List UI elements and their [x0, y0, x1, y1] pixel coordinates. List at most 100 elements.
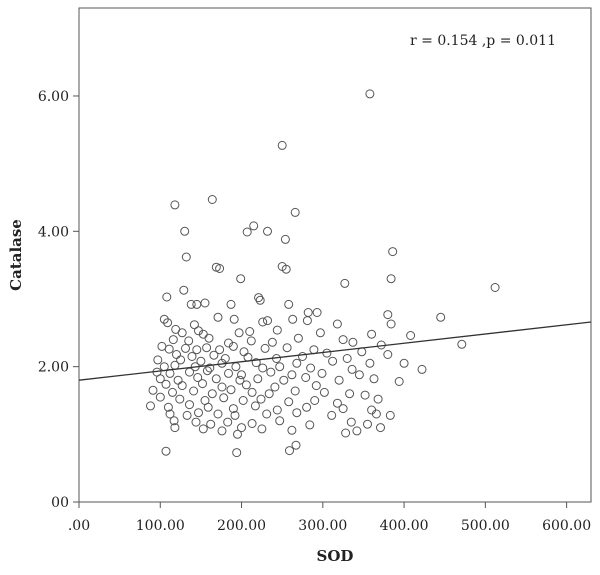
data-point — [179, 285, 189, 295]
data-point — [263, 316, 272, 326]
data-point — [162, 292, 172, 302]
data-point — [207, 389, 217, 399]
data-point — [311, 381, 321, 391]
data-point — [181, 252, 191, 262]
x-tick-label: .00 — [68, 518, 90, 534]
data-point — [263, 226, 272, 236]
data-point — [146, 401, 155, 411]
data-point — [322, 348, 332, 358]
data-point — [215, 345, 225, 355]
data-point — [256, 394, 266, 404]
data-point — [153, 355, 163, 365]
data-point — [237, 423, 246, 433]
data-point — [237, 370, 246, 380]
data-point — [345, 389, 355, 399]
data-point — [157, 341, 167, 351]
data-point — [168, 335, 178, 345]
data-point — [203, 402, 213, 412]
data-point — [292, 358, 302, 368]
data-point — [315, 328, 325, 338]
data-point — [184, 336, 194, 346]
data-point — [217, 382, 227, 392]
data-point — [266, 367, 276, 377]
data-point — [186, 299, 196, 309]
y-tick-label: 4.00 — [38, 224, 69, 240]
data-point — [260, 343, 270, 353]
data-point — [177, 328, 187, 338]
data-point — [187, 352, 197, 361]
data-point — [170, 423, 180, 433]
data-point — [200, 298, 210, 308]
data-point — [232, 448, 242, 458]
data-point — [202, 343, 212, 353]
data-point — [305, 420, 315, 430]
data-point — [354, 370, 364, 380]
data-point — [338, 335, 348, 345]
y-axis-ticks: 00 2.00 4.00 6.00 — [38, 89, 79, 511]
data-point — [226, 385, 236, 395]
data-point — [235, 375, 245, 385]
data-point — [302, 316, 312, 326]
data-point — [163, 402, 173, 412]
data-point — [223, 417, 233, 427]
data-point — [231, 362, 241, 372]
data-point — [192, 345, 202, 355]
data-point — [164, 344, 174, 354]
data-point — [340, 278, 350, 288]
data-point — [327, 410, 337, 420]
data-point — [346, 417, 356, 427]
data-point — [312, 308, 322, 317]
data-point — [161, 379, 171, 389]
data-point — [302, 402, 312, 412]
data-point — [288, 314, 298, 324]
regression-line — [78, 321, 592, 381]
data-point — [224, 338, 233, 348]
data-point — [371, 409, 381, 419]
x-tick-label: 500.00 — [461, 518, 510, 534]
data-point — [155, 374, 165, 384]
y-axis-title: Catalase — [7, 219, 25, 291]
data-point — [243, 352, 253, 362]
data-point — [338, 404, 348, 414]
data-point — [290, 386, 300, 396]
data-point — [234, 328, 244, 338]
data-point — [191, 417, 201, 427]
data-point — [209, 350, 219, 360]
data-point — [194, 326, 203, 336]
data-point — [159, 314, 169, 324]
x-tick-label: 100.00 — [136, 518, 185, 534]
data-point — [406, 331, 416, 340]
data-point — [185, 367, 194, 377]
data-point — [176, 355, 186, 365]
data-point — [436, 312, 446, 322]
y-tick-label: 2.00 — [38, 360, 69, 376]
data-point — [328, 356, 338, 366]
data-point — [365, 358, 375, 368]
x-axis-ticks: .00 100.00 200.00 300.00 400.00 500.00 600.00 — [68, 502, 591, 534]
data-point — [257, 424, 267, 434]
data-point — [241, 380, 251, 390]
data-point — [196, 356, 206, 366]
data-point — [388, 247, 398, 257]
data-point — [287, 425, 297, 435]
data-point — [490, 283, 500, 292]
data-point — [181, 343, 190, 353]
data-point — [246, 336, 256, 346]
data-point — [303, 308, 313, 317]
data-point — [258, 317, 268, 327]
data-point — [193, 373, 203, 382]
data-point — [399, 358, 409, 368]
data-point — [169, 416, 179, 426]
data-point — [204, 333, 214, 343]
data-point — [279, 375, 289, 385]
data-point — [352, 426, 362, 436]
data-point — [277, 140, 287, 150]
data-point — [317, 368, 327, 378]
y-tick-label: 00 — [51, 495, 69, 511]
data-point — [229, 314, 239, 324]
data-point — [291, 440, 301, 450]
data-point — [267, 337, 277, 347]
data-point — [192, 299, 202, 309]
